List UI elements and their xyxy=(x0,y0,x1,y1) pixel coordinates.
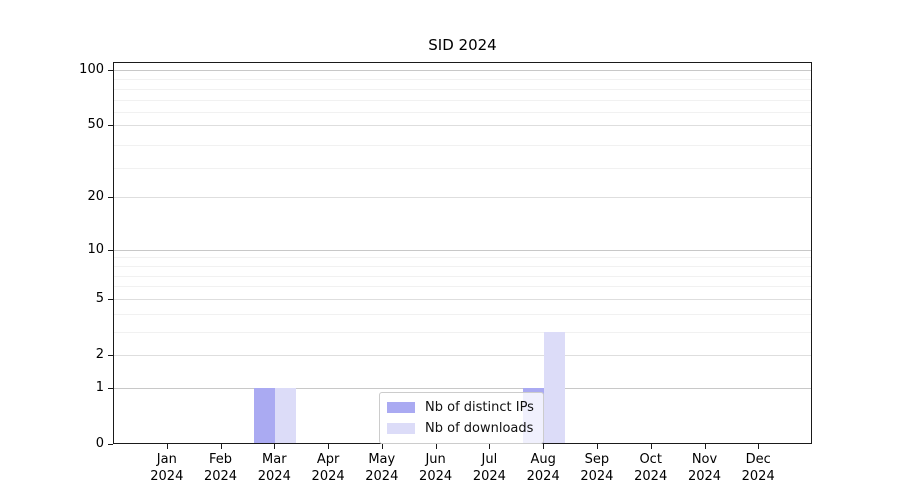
x-tick-label-jul: Jul 2024 xyxy=(472,452,506,484)
x-tick-label-mar: Mar 2024 xyxy=(257,452,291,484)
bar-aug-downloads xyxy=(544,331,566,443)
gridline-y-20 xyxy=(114,197,811,199)
y-tick-mark-20 xyxy=(108,197,113,199)
gridline-y-50 xyxy=(114,125,811,127)
plot-area: Nb of distinct IPs Nb of downloads xyxy=(113,62,812,444)
x-tick-label-apr: Apr 2024 xyxy=(311,452,345,484)
legend-swatch-downloads-icon xyxy=(387,423,415,434)
x-tick-label-feb: Feb 2024 xyxy=(203,452,238,484)
gridline-y-100 xyxy=(114,70,811,71)
legend: Nb of distinct IPs Nb of downloads xyxy=(379,392,544,444)
bar-mar-downloads xyxy=(275,387,297,443)
y-tick-mark-10 xyxy=(108,249,113,251)
x-tick-label-jun: Jun 2024 xyxy=(419,452,453,484)
x-tick-mark-jan xyxy=(166,444,168,449)
legend-label-downloads: Nb of downloads xyxy=(425,421,534,436)
gridline-y-4 xyxy=(114,313,811,315)
x-tick-mark-nov xyxy=(704,444,706,449)
x-tick-mark-sep xyxy=(596,444,598,449)
y-tick-mark-2 xyxy=(108,355,113,356)
bar-mar-distinct-ips xyxy=(254,387,276,443)
gridline-y-5 xyxy=(114,298,811,300)
legend-swatch-distinct-ips-icon xyxy=(387,402,415,413)
x-tick-mark-apr xyxy=(328,444,330,449)
y-tick-label-0: 0 xyxy=(95,436,104,451)
x-tick-label-jan: Jan 2024 xyxy=(150,452,184,484)
y-tick-mark-0 xyxy=(108,444,113,445)
x-tick-label-dec: Dec 2024 xyxy=(741,452,775,484)
y-tick-mark-5 xyxy=(108,298,113,300)
gridline-y-10 xyxy=(114,249,811,251)
gridline-y-9 xyxy=(114,257,811,259)
y-tick-label-20: 20 xyxy=(87,189,104,205)
y-tick-label-50: 50 xyxy=(87,117,104,133)
gridline-y-8 xyxy=(114,265,811,267)
x-tick-label-aug: Aug 2024 xyxy=(526,452,560,484)
gridline-y-2 xyxy=(114,355,811,356)
y-tick-mark-1 xyxy=(108,387,113,389)
x-tick-label-sep: Sep 2024 xyxy=(580,452,614,484)
y-tick-label-100: 100 xyxy=(79,62,104,77)
x-tick-mark-oct xyxy=(650,444,652,449)
gridline-y-3 xyxy=(114,331,811,333)
legend-label-distinct-ips: Nb of distinct IPs xyxy=(425,400,534,415)
chart-title: SID 2024 xyxy=(428,36,497,54)
y-tick-mark-50 xyxy=(108,125,113,127)
gridline-y-1 xyxy=(114,387,811,389)
x-tick-mark-mar xyxy=(274,444,276,449)
y-tick-mark-100 xyxy=(108,70,113,71)
x-tick-mark-feb xyxy=(220,444,222,449)
y-tick-label-2: 2 xyxy=(95,347,104,362)
x-tick-mark-dec xyxy=(758,444,760,449)
y-tick-label-10: 10 xyxy=(87,241,104,257)
y-tick-label-1: 1 xyxy=(95,379,104,395)
x-tick-mark-may xyxy=(381,444,383,449)
legend-item-distinct-ips: Nb of distinct IPs xyxy=(387,399,534,416)
gridline-y-39 xyxy=(114,145,811,147)
x-tick-label-nov: Nov 2024 xyxy=(687,452,722,484)
x-tick-mark-jul xyxy=(489,444,491,449)
gridline-y-59 xyxy=(114,112,811,114)
x-tick-label-oct: Oct 2024 xyxy=(634,452,668,484)
legend-item-downloads: Nb of downloads xyxy=(387,420,534,437)
x-tick-mark-aug xyxy=(543,444,545,449)
gridline-y-79 xyxy=(114,88,811,90)
y-tick-label-5: 5 xyxy=(95,290,104,306)
gridline-y-7 xyxy=(114,275,811,277)
gridline-y-6 xyxy=(114,286,811,288)
gridline-y-89 xyxy=(114,79,811,81)
x-tick-mark-jun xyxy=(435,444,437,449)
gridline-y-69 xyxy=(114,99,811,101)
x-tick-label-may: May 2024 xyxy=(365,452,399,484)
gridline-y-29 xyxy=(114,168,811,170)
